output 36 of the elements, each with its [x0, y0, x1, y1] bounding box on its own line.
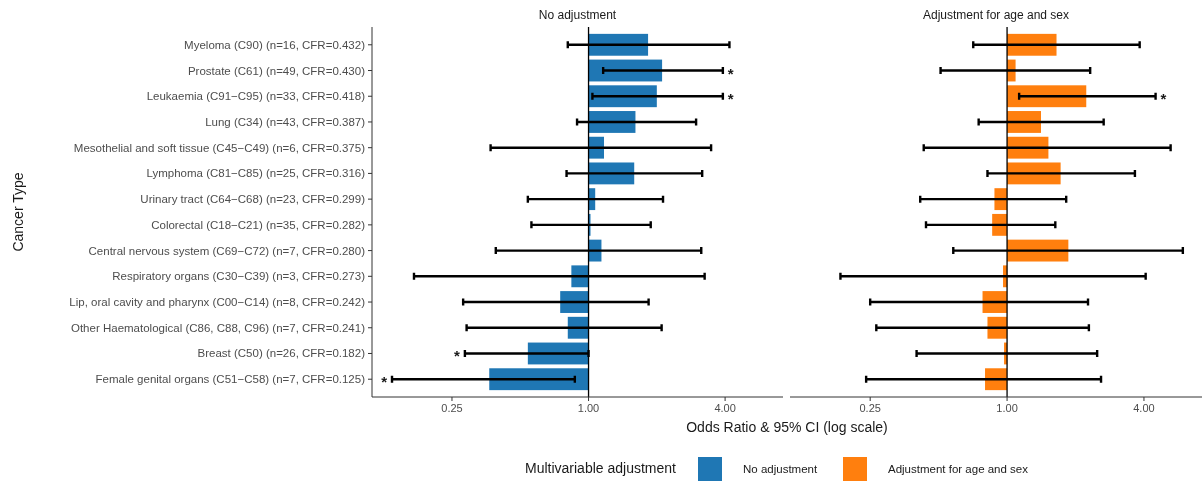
x-tick-label: 4.00 [1133, 402, 1155, 414]
annotation: * [454, 347, 461, 365]
y-tick-label: Lymphoma (C81−C85) (n=25, CFR=0.316) [146, 167, 366, 180]
x-tick-label: 1.00 [996, 402, 1018, 414]
x-tick-label: 4.00 [714, 402, 736, 414]
bar [1007, 85, 1087, 108]
y-tick-label: Prostate (C61) (n=49, CFR=0.430) [187, 64, 366, 77]
y-tick-label: Central nervous system (C69−C72) (n=7, CFR=0.280) [88, 244, 366, 257]
annotation: * [727, 90, 734, 108]
x-tick-label: 0.25 [859, 402, 881, 414]
y-tick-label: Lip, oral cavity and pharynx (C00−C14) (n=8, CFR=0.242) [69, 296, 366, 309]
annotation: * [381, 373, 388, 391]
y-tick-label: Myeloma (C90) (n=16, CFR=0.432) [184, 38, 366, 51]
y-tick-label: Mesothelial and soft tissue (C45−C49) (n=6, CFR=0.375) [73, 141, 366, 154]
annotation: * [1160, 90, 1167, 108]
y-tick-label: Colorectal (C18−C21) (n=35, CFR=0.282) [151, 218, 366, 231]
bar [588, 33, 649, 56]
y-tick-label: Other Haematological (C86, C88, C96) (n=7, CFR=0.241) [70, 321, 366, 334]
y-tick-label: Respiratory organs (C30−C39) (n=3, CFR=0.273) [112, 270, 366, 283]
chart-title: No adjustment [538, 8, 617, 22]
legend-label: No adjustment [743, 463, 818, 475]
bar [489, 368, 589, 391]
y-tick-label: Urinary tract (C64−C68) (n=23, CFR=0.299) [140, 193, 366, 206]
y-axis-title: Cancer Type [10, 172, 26, 252]
y-tick-label: Leukaemia (C91−C95) (n=33, CFR=0.418) [146, 90, 366, 103]
chart-title: Adjustment for age and sex [922, 8, 1070, 22]
annotation: * [727, 64, 734, 82]
y-tick-label: Lung (C34) (n=43, CFR=0.387) [205, 115, 366, 128]
y-tick-label: Female genital organs (C51−C58) (n=7, CFR=0.125) [95, 373, 366, 386]
x-tick-label: 1.00 [577, 402, 600, 414]
x-axis-title: Odds Ratio & 95% CI (log scale) [686, 419, 888, 435]
x-tick-label: 0.25 [441, 402, 463, 414]
y-tick-label: Breast (C50) (n=26, CFR=0.182) [197, 347, 366, 360]
legend-title: Multivariable adjustment [525, 460, 677, 476]
bar [588, 111, 636, 133]
legend-label: Adjustment for age and sex [888, 463, 1029, 475]
